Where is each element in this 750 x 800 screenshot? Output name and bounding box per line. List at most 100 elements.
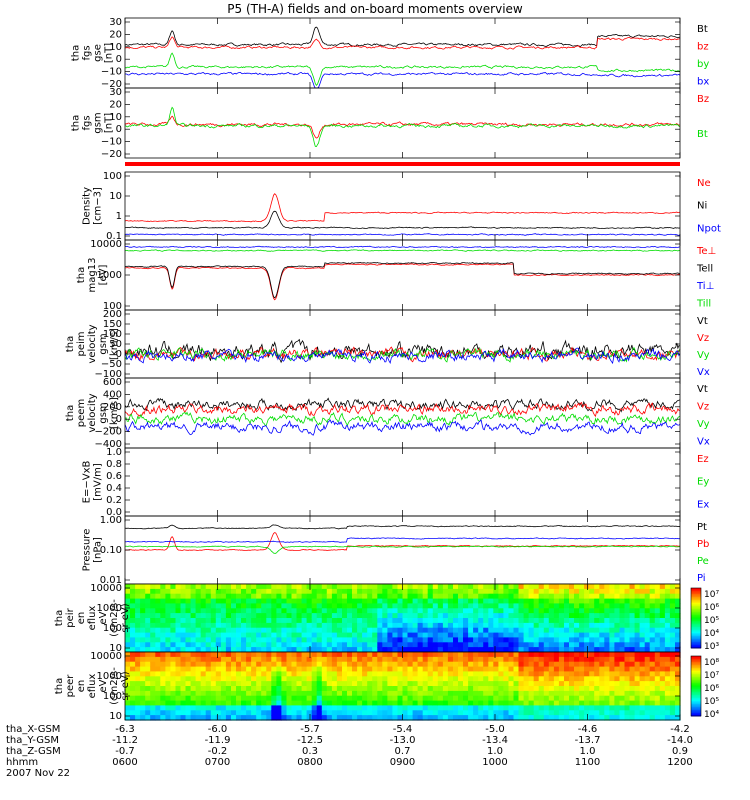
heatmap-cell <box>569 647 575 653</box>
heatmap-cell <box>165 642 171 648</box>
heatmap-cell <box>215 593 222 600</box>
heatmap-cell <box>669 632 676 639</box>
heatmap-cell <box>533 705 540 711</box>
heatmap-cell <box>488 598 494 605</box>
heatmap-cell <box>478 622 484 629</box>
heatmap-cell <box>649 656 656 663</box>
heatmap-cell <box>604 671 610 677</box>
heatmap-cell <box>331 705 338 711</box>
heatmap-cell <box>155 652 161 658</box>
heatmap-cell <box>468 661 474 668</box>
heatmap-cell <box>518 695 525 702</box>
heatmap-cell <box>589 705 595 711</box>
heatmap-cell <box>306 613 313 619</box>
heatmap-cell <box>533 613 540 619</box>
heatmap-cell <box>397 593 404 600</box>
heatmap-cell <box>150 613 156 619</box>
y-axis-label-line: tha <box>71 115 82 131</box>
heatmap-cell <box>175 598 182 605</box>
heatmap-cell <box>231 700 237 707</box>
heatmap-cell <box>241 656 247 663</box>
heatmap-cell <box>362 613 368 619</box>
heatmap-cell <box>220 632 227 639</box>
heatmap-cell <box>407 608 414 614</box>
heatmap-cell <box>256 588 262 595</box>
heatmap-cell <box>251 627 257 634</box>
heatmap-cell <box>291 690 298 697</box>
heatmap-cell <box>664 598 671 605</box>
heatmap-cell <box>130 715 136 721</box>
heatmap-cell <box>241 598 247 605</box>
heatmap-cell <box>564 632 570 639</box>
heatmap-cell <box>251 647 257 653</box>
heatmap-cell <box>553 632 560 639</box>
heatmap-cell <box>659 632 666 639</box>
heatmap-cell <box>437 681 444 687</box>
heatmap-cell <box>639 695 646 702</box>
heatmap-cell <box>326 584 333 590</box>
heatmap-cell <box>357 588 363 595</box>
heatmap-cell <box>347 695 353 702</box>
heatmap-cell <box>548 637 555 643</box>
heatmap-cell <box>296 666 303 673</box>
heatmap-cell <box>326 700 333 707</box>
heatmap-cell <box>422 622 429 629</box>
heatmap-cell <box>442 695 449 702</box>
heatmap-cell <box>347 603 353 609</box>
heatmap-cell <box>412 676 419 682</box>
heatmap-cell <box>437 622 444 629</box>
heatmap-cell <box>594 695 600 702</box>
y-axis-label: tha mag13 [eV] <box>76 258 109 293</box>
heatmap-cell <box>579 608 585 614</box>
heatmap-cell <box>205 588 212 595</box>
heatmap-cell <box>422 652 429 658</box>
heatmap-cell <box>326 647 333 653</box>
heatmap-cell <box>584 618 590 624</box>
heatmap-cell <box>135 656 141 663</box>
heatmap-cell <box>296 705 303 711</box>
heatmap-cell <box>528 715 535 721</box>
heatmap-cell <box>357 627 363 634</box>
heatmap-cell <box>468 656 474 663</box>
heatmap-cell <box>558 666 565 673</box>
heatmap-cell <box>493 671 499 677</box>
heatmap-cell <box>261 637 267 643</box>
heatmap-cell <box>437 705 444 711</box>
heatmap-cell <box>533 690 540 697</box>
heatmap-cell <box>150 593 156 600</box>
heatmap-cell <box>437 618 444 624</box>
heatmap-cell <box>558 700 565 707</box>
heatmap-cell <box>437 647 444 653</box>
heatmap-cell <box>468 642 474 648</box>
colorbar-cell <box>691 642 701 644</box>
heatmap-cell <box>498 603 504 609</box>
heatmap-cell <box>619 652 626 658</box>
heatmap-cell <box>170 666 176 673</box>
heatmap-cell <box>251 705 257 711</box>
heatmap-cell <box>316 715 323 721</box>
heatmap-cell <box>377 613 383 619</box>
heatmap-cell <box>392 676 398 682</box>
heatmap-cell <box>220 598 227 605</box>
heatmap-cell <box>392 627 398 634</box>
heatmap-cell <box>231 632 237 639</box>
heatmap-cell <box>347 608 353 614</box>
heatmap-cell <box>377 603 383 609</box>
heatmap-cell <box>362 700 368 707</box>
heatmap-cell <box>215 637 222 643</box>
heatmap-cell <box>185 632 192 639</box>
heatmap-cell <box>649 593 656 600</box>
heatmap-cell <box>140 652 146 658</box>
heatmap-cell <box>548 598 555 605</box>
heatmap-cell <box>538 666 545 673</box>
heatmap-cell <box>468 695 474 702</box>
heatmap-cell <box>654 705 661 711</box>
heatmap-cell <box>231 627 237 634</box>
heatmap-cell <box>654 661 661 668</box>
y-tick-label: 100 <box>103 691 122 702</box>
heatmap-cell <box>200 710 207 716</box>
heatmap-cell <box>508 584 515 590</box>
heatmap-cell <box>528 603 535 609</box>
heatmap-cell <box>427 647 434 653</box>
heatmap-cell <box>442 656 449 663</box>
